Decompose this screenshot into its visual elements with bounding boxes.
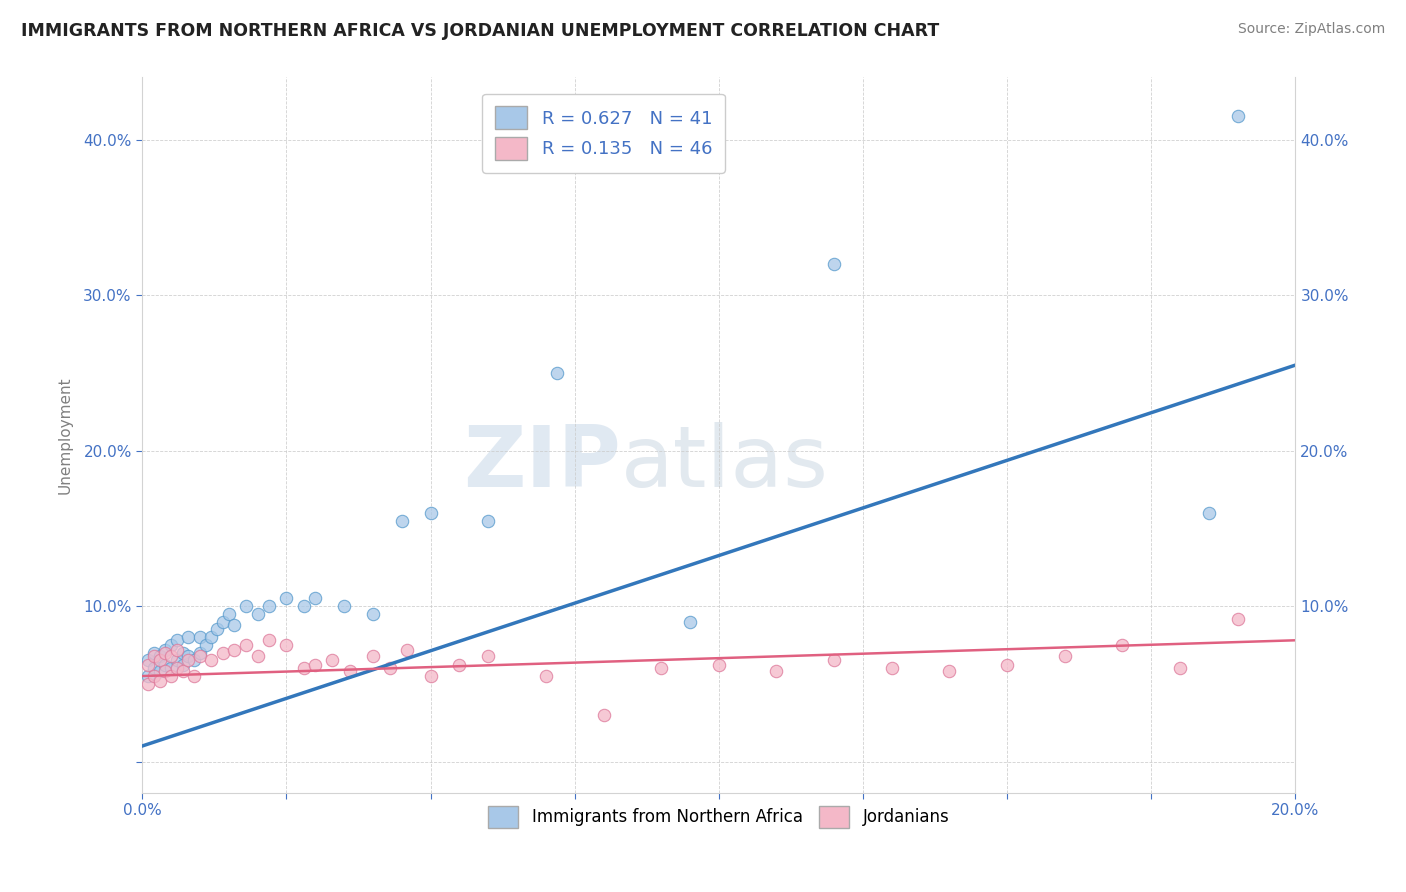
Text: ZIP: ZIP bbox=[463, 422, 621, 505]
Point bbox=[142, 646, 165, 660]
Point bbox=[177, 648, 200, 663]
Point bbox=[1168, 661, 1191, 675]
Point bbox=[160, 669, 183, 683]
Point bbox=[148, 673, 170, 688]
Point bbox=[212, 646, 235, 660]
Point bbox=[235, 638, 257, 652]
Point bbox=[136, 677, 159, 691]
Point bbox=[823, 653, 845, 667]
Point bbox=[172, 646, 194, 660]
Point bbox=[546, 366, 568, 380]
Point bbox=[142, 669, 165, 683]
Point bbox=[257, 633, 280, 648]
Text: atlas: atlas bbox=[621, 422, 828, 505]
Point bbox=[155, 665, 177, 679]
Point bbox=[534, 669, 557, 683]
Point bbox=[224, 642, 246, 657]
Point bbox=[177, 653, 200, 667]
Point bbox=[823, 257, 845, 271]
Point bbox=[166, 633, 188, 648]
Point bbox=[880, 661, 903, 675]
Point bbox=[142, 661, 165, 675]
Point bbox=[194, 638, 217, 652]
Point bbox=[396, 642, 419, 657]
Point bbox=[160, 648, 183, 663]
Point bbox=[1226, 109, 1249, 123]
Y-axis label: Unemployment: Unemployment bbox=[58, 376, 72, 494]
Point bbox=[276, 638, 298, 652]
Point bbox=[160, 661, 183, 675]
Point bbox=[391, 514, 413, 528]
Point bbox=[183, 669, 205, 683]
Point bbox=[339, 665, 361, 679]
Point bbox=[650, 661, 672, 675]
Point bbox=[378, 661, 401, 675]
Point bbox=[166, 653, 188, 667]
Point bbox=[276, 591, 298, 606]
Point bbox=[304, 591, 326, 606]
Point bbox=[292, 661, 315, 675]
Point bbox=[477, 514, 499, 528]
Point bbox=[172, 665, 194, 679]
Point bbox=[224, 617, 246, 632]
Point bbox=[218, 607, 240, 621]
Point bbox=[246, 607, 269, 621]
Point bbox=[1111, 638, 1133, 652]
Point bbox=[166, 642, 188, 657]
Legend: Immigrants from Northern Africa, Jordanians: Immigrants from Northern Africa, Jordani… bbox=[482, 799, 956, 834]
Text: IMMIGRANTS FROM NORTHERN AFRICA VS JORDANIAN UNEMPLOYMENT CORRELATION CHART: IMMIGRANTS FROM NORTHERN AFRICA VS JORDA… bbox=[21, 22, 939, 40]
Point bbox=[155, 658, 177, 673]
Text: Source: ZipAtlas.com: Source: ZipAtlas.com bbox=[1237, 22, 1385, 37]
Point bbox=[938, 665, 960, 679]
Point bbox=[246, 648, 269, 663]
Point bbox=[592, 707, 614, 722]
Point bbox=[142, 648, 165, 663]
Point bbox=[166, 661, 188, 675]
Point bbox=[1053, 648, 1076, 663]
Point bbox=[172, 658, 194, 673]
Point bbox=[679, 615, 702, 629]
Point bbox=[361, 607, 384, 621]
Point bbox=[188, 646, 211, 660]
Point bbox=[205, 623, 228, 637]
Point bbox=[449, 658, 471, 673]
Point bbox=[235, 599, 257, 613]
Point bbox=[333, 599, 356, 613]
Point bbox=[148, 665, 170, 679]
Point bbox=[136, 669, 159, 683]
Point bbox=[1226, 611, 1249, 625]
Point bbox=[995, 658, 1018, 673]
Point bbox=[183, 653, 205, 667]
Point bbox=[1198, 506, 1220, 520]
Point bbox=[419, 669, 441, 683]
Point bbox=[707, 658, 730, 673]
Point bbox=[321, 653, 343, 667]
Point bbox=[155, 642, 177, 657]
Point bbox=[136, 653, 159, 667]
Point bbox=[292, 599, 315, 613]
Point bbox=[212, 615, 235, 629]
Point bbox=[136, 658, 159, 673]
Point bbox=[200, 630, 222, 644]
Point bbox=[155, 646, 177, 660]
Point bbox=[188, 648, 211, 663]
Point bbox=[765, 665, 787, 679]
Point bbox=[188, 630, 211, 644]
Point bbox=[148, 648, 170, 663]
Point bbox=[304, 658, 326, 673]
Point bbox=[160, 638, 183, 652]
Point bbox=[148, 653, 170, 667]
Point bbox=[177, 630, 200, 644]
Point bbox=[200, 653, 222, 667]
Point bbox=[257, 599, 280, 613]
Point bbox=[477, 648, 499, 663]
Point bbox=[419, 506, 441, 520]
Point bbox=[361, 648, 384, 663]
